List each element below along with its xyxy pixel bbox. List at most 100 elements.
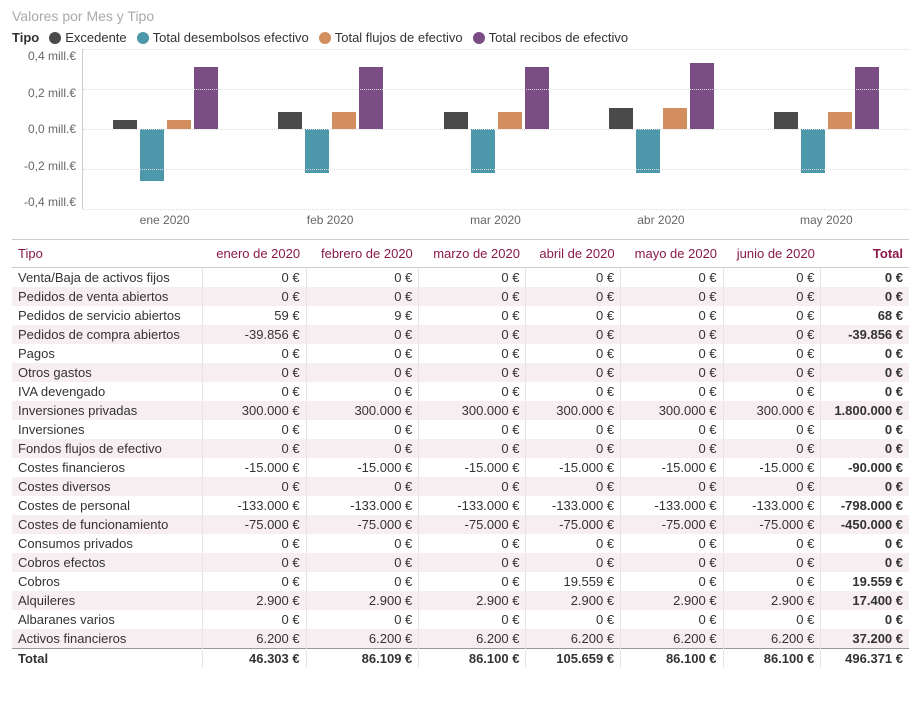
cell-value: 0 €: [621, 363, 723, 382]
legend-swatch-icon: [319, 32, 331, 44]
chart-plot-area: [82, 49, 909, 209]
cell-value: 0 €: [419, 325, 526, 344]
table-row[interactable]: Pedidos de compra abiertos-39.856 €0 €0 …: [12, 325, 909, 344]
row-total: -90.000 €: [821, 458, 909, 477]
table-row[interactable]: IVA devengado0 €0 €0 €0 €0 €0 €0 €: [12, 382, 909, 401]
x-tick-label: ene 2020: [82, 213, 247, 227]
table-header-cell[interactable]: Tipo: [12, 240, 202, 268]
cell-value: 0 €: [202, 610, 306, 629]
cell-value: 0 €: [526, 363, 621, 382]
row-label: Inversiones: [12, 420, 202, 439]
legend-label: Total desembolsos efectivo: [153, 30, 309, 45]
table-header-cell[interactable]: marzo de 2020: [419, 240, 526, 268]
row-total: 0 €: [821, 382, 909, 401]
table-header-cell[interactable]: Total: [821, 240, 909, 268]
cell-value: 0 €: [723, 344, 821, 363]
cell-value: -133.000 €: [306, 496, 419, 515]
row-label: Pedidos de compra abiertos: [12, 325, 202, 344]
cell-value: 0 €: [419, 439, 526, 458]
table-row[interactable]: Costes de funcionamiento-75.000 €-75.000…: [12, 515, 909, 534]
legend-item[interactable]: Total desembolsos efectivo: [137, 30, 309, 45]
cell-value: 0 €: [723, 477, 821, 496]
row-label: Total: [12, 649, 202, 669]
table-row[interactable]: Pedidos de servicio abiertos59 €9 €0 €0 …: [12, 306, 909, 325]
row-total: 1.800.000 €: [821, 401, 909, 420]
cell-value: 86.100 €: [419, 649, 526, 669]
table-row[interactable]: Inversiones privadas300.000 €300.000 €30…: [12, 401, 909, 420]
row-total: 0 €: [821, 610, 909, 629]
cell-value: 0 €: [306, 268, 419, 288]
row-total: 0 €: [821, 534, 909, 553]
bar-chart: 0,4 mill.€0,2 mill.€0,0 mill.€-0,2 mill.…: [12, 49, 909, 209]
table-row[interactable]: Fondos flujos de efectivo0 €0 €0 €0 €0 €…: [12, 439, 909, 458]
table-row[interactable]: Otros gastos0 €0 €0 €0 €0 €0 €0 €: [12, 363, 909, 382]
table-row[interactable]: Costes financieros-15.000 €-15.000 €-15.…: [12, 458, 909, 477]
legend-swatch-icon: [49, 32, 61, 44]
cell-value: 0 €: [306, 439, 419, 458]
table-header-cell[interactable]: abril de 2020: [526, 240, 621, 268]
table-row[interactable]: Costes de personal-133.000 €-133.000 €-1…: [12, 496, 909, 515]
row-total: -450.000 €: [821, 515, 909, 534]
cell-value: 0 €: [419, 382, 526, 401]
row-total: 17.400 €: [821, 591, 909, 610]
table-row[interactable]: Activos financieros6.200 €6.200 €6.200 €…: [12, 629, 909, 649]
row-label: Costes de personal: [12, 496, 202, 515]
cell-value: 0 €: [419, 344, 526, 363]
cell-value: 6.200 €: [723, 629, 821, 649]
table-row[interactable]: Venta/Baja de activos fijos0 €0 €0 €0 €0…: [12, 268, 909, 288]
cell-value: -133.000 €: [723, 496, 821, 515]
table-header-cell[interactable]: junio de 2020: [723, 240, 821, 268]
table-header-cell[interactable]: enero de 2020: [202, 240, 306, 268]
x-axis: ene 2020feb 2020mar 2020abr 2020may 2020: [82, 213, 909, 227]
row-total: 37.200 €: [821, 629, 909, 649]
cell-value: -75.000 €: [202, 515, 306, 534]
table-row[interactable]: Cobros0 €0 €0 €19.559 €0 €0 €19.559 €: [12, 572, 909, 591]
cell-value: 0 €: [621, 572, 723, 591]
chart-title: Valores por Mes y Tipo: [12, 8, 909, 24]
row-label: IVA devengado: [12, 382, 202, 401]
cell-value: 0 €: [526, 439, 621, 458]
cell-value: 0 €: [306, 534, 419, 553]
cell-value: -15.000 €: [621, 458, 723, 477]
cell-value: 300.000 €: [723, 401, 821, 420]
y-tick-label: -0,4 mill.€: [24, 195, 76, 209]
table-row[interactable]: Costes diversos0 €0 €0 €0 €0 €0 €0 €: [12, 477, 909, 496]
row-total: 0 €: [821, 553, 909, 572]
legend-item[interactable]: Excedente: [49, 30, 126, 45]
cell-value: 46.303 €: [202, 649, 306, 669]
table-row[interactable]: Pedidos de venta abiertos0 €0 €0 €0 €0 €…: [12, 287, 909, 306]
cell-value: 19.559 €: [526, 572, 621, 591]
table-row[interactable]: Cobros efectos0 €0 €0 €0 €0 €0 €0 €: [12, 553, 909, 572]
legend-item[interactable]: Total recibos de efectivo: [473, 30, 628, 45]
table-row[interactable]: Pagos0 €0 €0 €0 €0 €0 €0 €: [12, 344, 909, 363]
cell-value: -133.000 €: [202, 496, 306, 515]
cell-value: 0 €: [419, 363, 526, 382]
cell-value: 2.900 €: [723, 591, 821, 610]
table-row[interactable]: Albaranes varios0 €0 €0 €0 €0 €0 €0 €: [12, 610, 909, 629]
cell-value: 300.000 €: [306, 401, 419, 420]
cell-value: 0 €: [526, 477, 621, 496]
table-row[interactable]: Alquileres2.900 €2.900 €2.900 €2.900 €2.…: [12, 591, 909, 610]
cell-value: 300.000 €: [526, 401, 621, 420]
cell-value: 0 €: [526, 382, 621, 401]
cell-value: 86.109 €: [306, 649, 419, 669]
cell-value: 0 €: [202, 439, 306, 458]
cell-value: 0 €: [526, 287, 621, 306]
y-tick-label: 0,0 mill.€: [28, 122, 76, 136]
table-row[interactable]: Consumos privados0 €0 €0 €0 €0 €0 €0 €: [12, 534, 909, 553]
table-header-cell[interactable]: febrero de 2020: [306, 240, 419, 268]
legend-item[interactable]: Total flujos de efectivo: [319, 30, 463, 45]
cell-value: 0 €: [723, 363, 821, 382]
cell-value: -75.000 €: [723, 515, 821, 534]
cell-value: -133.000 €: [621, 496, 723, 515]
row-total: 0 €: [821, 287, 909, 306]
table-row[interactable]: Inversiones0 €0 €0 €0 €0 €0 €0 €: [12, 420, 909, 439]
cell-value: 59 €: [202, 306, 306, 325]
table-header-cell[interactable]: mayo de 2020: [621, 240, 723, 268]
cell-value: 0 €: [202, 363, 306, 382]
row-label: Pedidos de servicio abiertos: [12, 306, 202, 325]
cell-value: 0 €: [306, 420, 419, 439]
row-total: -39.856 €: [821, 325, 909, 344]
cell-value: 9 €: [306, 306, 419, 325]
cell-value: -15.000 €: [723, 458, 821, 477]
